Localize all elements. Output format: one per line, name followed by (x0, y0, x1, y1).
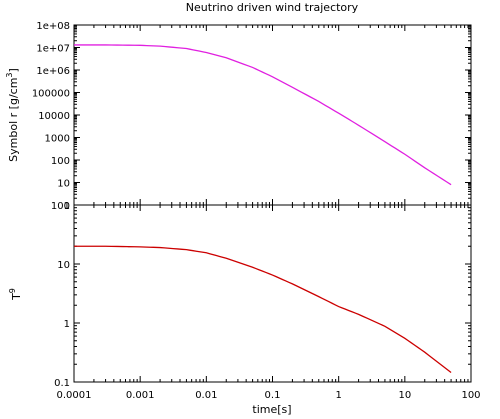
density-series-line (74, 44, 452, 186)
density-y-label-close: ] (7, 68, 20, 72)
density-y-tick-label: 1e+07 (36, 44, 70, 55)
density-plot: 1 10 100 1000 10000 100000 1e+06 1e+07 1e+08 Sym… (5, 21, 472, 212)
density-y-tick-label: 100000 (32, 89, 70, 100)
density-y-ticks: 1 10 100 1000 10000 100000 1e+06 1e+07 1e+08 (32, 21, 472, 212)
x-tick-label: 0.001 (126, 390, 155, 401)
temperature-plot-frame (73, 204, 472, 383)
density-y-label-sup: 3 (5, 72, 14, 77)
x-tick-label: 10 (398, 390, 411, 401)
temperature-series-line (74, 245, 452, 373)
temperature-y-tick-label: 0.1 (54, 378, 70, 389)
density-y-label-main: Symbol r [g/cm (7, 78, 20, 162)
density-y-tick-label: 1e+08 (36, 21, 70, 32)
x-tick-label: 0.0001 (57, 390, 92, 401)
temperature-y-tick-label: 1 (64, 319, 70, 330)
density-y-tick-label: 1e+06 (36, 66, 70, 77)
x-tick-label: 0.01 (195, 390, 217, 401)
temperature-y-tick-label: 10 (57, 260, 70, 271)
x-tick-label: 0.1 (265, 390, 281, 401)
temperature-ticks: 0.1 1 10 100 0.0001 0.001 0.01 0.1 1 10 100 (51, 201, 481, 401)
temperature-y-label-sup: 9 (8, 288, 17, 293)
temperature-plot: 0.1 1 10 100 0.0001 0.001 0.01 0.1 1 10 100 T9 tim… (8, 201, 481, 416)
temperature-y-tick-label: 100 (51, 201, 70, 212)
temperature-y-label: T9 (8, 288, 23, 301)
temperature-y-label-main: T (10, 293, 23, 301)
density-y-tick-label: 100 (51, 156, 70, 167)
x-tick-label: 1 (335, 390, 341, 401)
x-axis-label: time[s] (252, 403, 291, 416)
density-y-tick-label: 1 (64, 201, 70, 212)
density-y-label: Symbol r [g/cm3] (5, 68, 20, 162)
chart-title: Neutrino driven wind trajectory (186, 1, 359, 14)
x-tick-label: 100 (461, 390, 480, 401)
density-y-tick-label: 10000 (38, 111, 70, 122)
density-y-tick-label: 10 (57, 179, 70, 190)
density-y-tick-label: 1000 (45, 134, 70, 145)
density-plot-frame (73, 24, 472, 206)
